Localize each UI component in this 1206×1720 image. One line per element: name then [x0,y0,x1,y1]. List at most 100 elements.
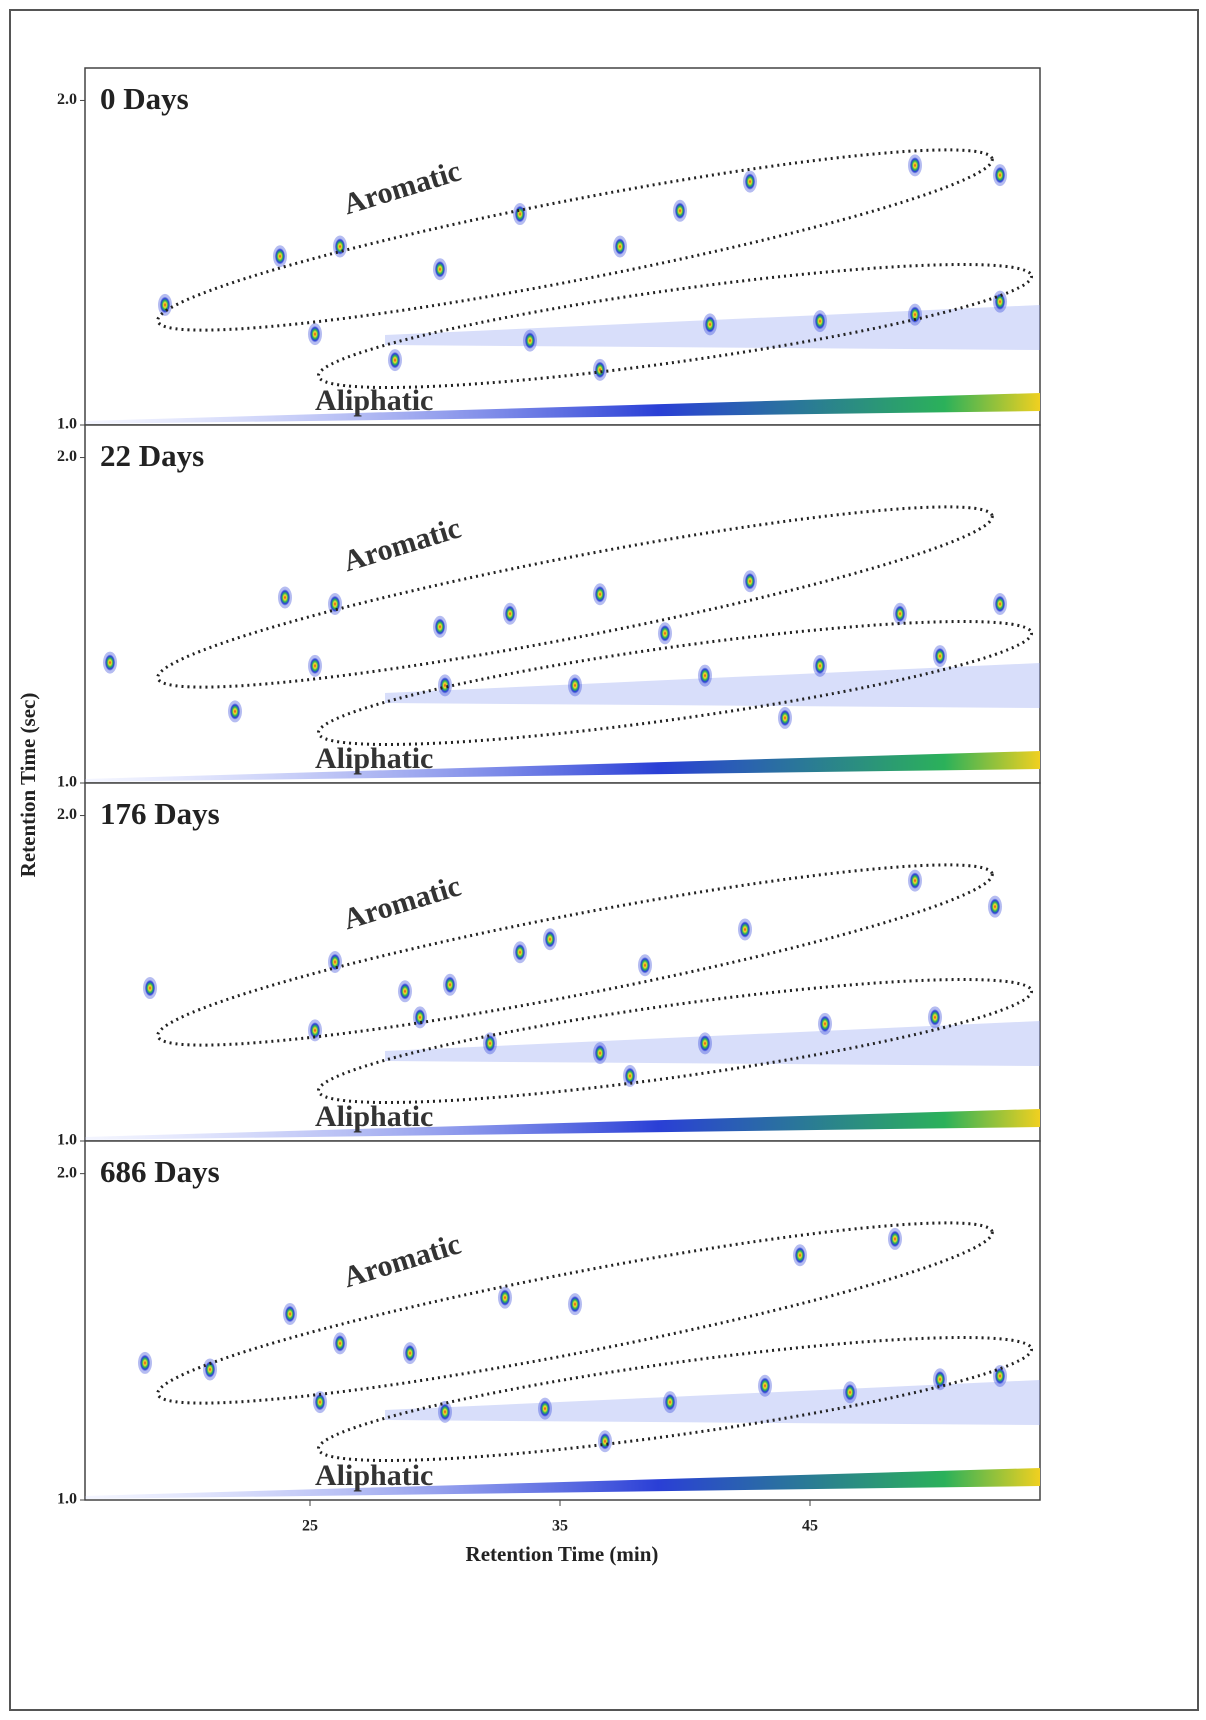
peak-core [445,976,455,993]
peak-core [160,296,170,313]
peak [908,869,922,892]
peak-core [820,1015,830,1032]
panel-label: 0 Days [100,81,189,116]
peak [813,654,827,677]
peak [513,203,527,226]
peak-core [700,1035,710,1052]
peak-core [310,1022,320,1039]
peak-core [995,293,1005,310]
peak-core [145,980,155,997]
peak-core [595,1045,605,1062]
aromatic-region [156,148,994,332]
peak-core [995,596,1005,612]
peak-core [745,573,755,590]
peak-core [990,898,1000,915]
peak [813,310,827,333]
x-tick-label: 25 [302,1518,318,1535]
peak-core [675,202,685,219]
peak-core [845,1384,855,1401]
peak-core [230,703,240,720]
peak-core [815,657,825,674]
peak [283,1302,297,1325]
peak-core [515,944,525,961]
peak [158,293,172,316]
peak [638,954,652,977]
peak-core [595,586,605,603]
peak-core [310,657,320,674]
baseline-streak [85,393,1040,424]
peak-core [390,352,400,369]
peak [308,1019,322,1042]
panel-label: 22 Days [100,438,204,473]
aliphatic-region [316,620,1034,746]
panel-label: 176 Days [100,796,220,831]
peak-core [285,1305,295,1322]
peak-core [570,1296,580,1313]
peak-core [280,589,290,606]
peak [413,1006,427,1029]
peak-core [595,361,605,378]
aromatic-region [156,863,994,1047]
peak [698,664,712,687]
peak-core [440,677,450,694]
peak-core [910,157,920,174]
peak-core [400,983,410,1000]
peak [988,895,1002,918]
peak [613,235,627,258]
aromatic-region [156,505,994,689]
peak [333,235,347,258]
peak [438,1400,452,1423]
peak [663,1391,677,1414]
peak-core [760,1377,770,1394]
peak [993,290,1007,313]
peak-core [525,332,535,349]
peak [543,928,557,951]
peak-core [415,1009,425,1026]
peak [203,1358,217,1381]
y-tick-label: 1.0 [57,774,77,791]
peak-core [335,1335,345,1352]
peak [568,674,582,697]
peak-core [815,313,825,330]
peak [993,164,1007,187]
aliphatic-label: Aliphatic [315,742,433,775]
peak-core [405,1345,415,1362]
peak-core [995,167,1005,184]
aliphatic-label: Aliphatic [315,384,433,417]
peak [523,329,537,352]
peak-core [930,1009,940,1026]
peak-core [205,1361,215,1378]
peak-core [275,248,285,265]
peak [703,313,717,336]
peak [308,654,322,677]
peak-core [440,1403,450,1420]
baseline-streak [85,751,1040,782]
peak-core [660,625,670,642]
peak [593,583,607,606]
peak [888,1227,902,1250]
peak [893,602,907,625]
peak [933,1368,947,1391]
peak [743,570,757,593]
aliphatic-region [316,1336,1034,1462]
peak-core [640,957,650,974]
y-tick-label: 2.0 [57,1164,77,1181]
peak [278,586,292,609]
peak [993,1364,1007,1387]
peak-core [705,316,715,333]
peak [143,977,157,1000]
y-tick-label: 2.0 [57,91,77,108]
peak [598,1430,612,1453]
peak-core [910,306,920,323]
aliphatic-label: Aliphatic [315,1100,433,1133]
peak [138,1351,152,1374]
peak-core [600,1433,610,1450]
peak [443,973,457,996]
peak-core [570,677,580,694]
aliphatic-region [316,263,1034,389]
peak [568,1293,582,1316]
peak-core [435,261,445,278]
x-axis-label: Retention Time (min) [466,1542,659,1566]
peak [328,951,342,973]
peak-core [895,605,905,622]
